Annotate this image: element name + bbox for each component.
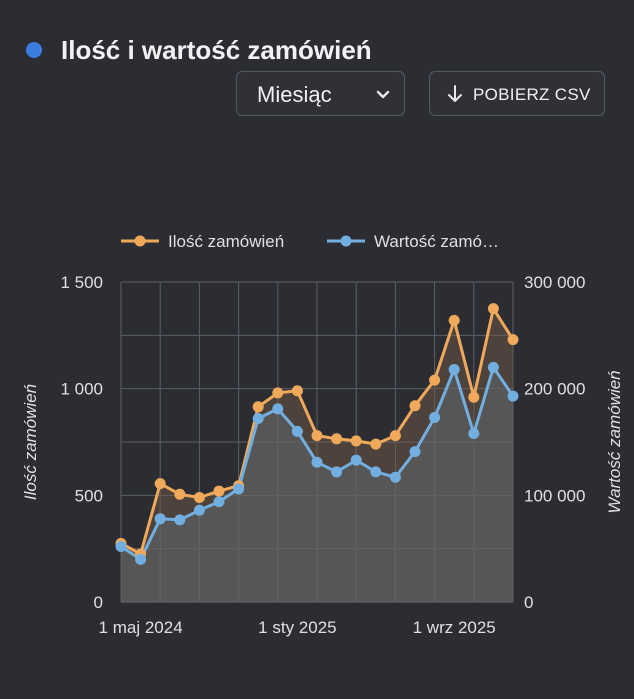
series-areas bbox=[121, 308, 513, 602]
data-point-value bbox=[135, 553, 147, 565]
chart-header: Ilość i wartość zamówień Miesiąc POBIERZ… bbox=[0, 0, 634, 130]
data-point-orders bbox=[174, 488, 186, 500]
data-point-value bbox=[507, 390, 519, 402]
y-right-tick-label: 300 000 bbox=[524, 273, 585, 292]
legend-marker-value bbox=[340, 235, 352, 247]
download-csv-button[interactable]: POBIERZ CSV bbox=[429, 71, 605, 116]
y-left-tick-label: 0 bbox=[94, 593, 103, 612]
x-tick-label: 1 maj 2024 bbox=[99, 618, 183, 637]
data-point-orders bbox=[331, 433, 343, 445]
axis-labels: 0 500 1 000 1 500 0 100 000 200 000 300 000 1 ma… bbox=[21, 273, 624, 637]
data-point-value bbox=[350, 454, 362, 466]
data-point-value bbox=[311, 456, 323, 468]
y-right-tick-label: 0 bbox=[524, 593, 533, 612]
data-point-value bbox=[193, 504, 205, 516]
data-point-value bbox=[389, 471, 401, 483]
data-point-orders bbox=[291, 385, 303, 397]
data-point-value bbox=[409, 446, 421, 458]
data-point-orders bbox=[154, 478, 166, 490]
chart-title: Ilość i wartość zamówień bbox=[61, 35, 372, 65]
y-left-tick-label: 500 bbox=[75, 486, 103, 505]
y-right-axis-title: Wartość zamówień bbox=[605, 370, 624, 513]
data-point-value bbox=[115, 541, 127, 553]
x-tick-label: 1 wrz 2025 bbox=[413, 618, 496, 637]
chart-legend: Ilość zamówień Wartość zamó… bbox=[121, 232, 499, 251]
data-point-value bbox=[487, 361, 499, 373]
data-point-value bbox=[154, 513, 166, 525]
data-point-orders bbox=[448, 314, 460, 326]
data-point-orders bbox=[370, 438, 382, 450]
data-point-orders bbox=[468, 391, 480, 403]
period-select[interactable]: Miesiąc bbox=[236, 71, 405, 116]
data-point-value bbox=[272, 403, 284, 415]
series-points bbox=[115, 303, 519, 565]
y-left-tick-label: 1 500 bbox=[60, 273, 103, 292]
data-point-value bbox=[370, 466, 382, 478]
series-area-value bbox=[121, 367, 513, 602]
legend-label-value: Wartość zamó… bbox=[374, 232, 499, 251]
data-point-value bbox=[291, 425, 303, 437]
data-point-orders bbox=[487, 303, 499, 315]
data-point-orders bbox=[409, 400, 421, 412]
data-point-value bbox=[213, 496, 225, 508]
status-dot bbox=[26, 42, 42, 58]
download-csv-label: POBIERZ CSV bbox=[473, 85, 591, 104]
chevron-down-icon bbox=[376, 90, 390, 99]
y-right-tick-label: 200 000 bbox=[524, 380, 585, 399]
data-point-value bbox=[468, 427, 480, 439]
data-point-value bbox=[233, 483, 245, 495]
y-left-tick-label: 1 000 bbox=[60, 380, 103, 399]
orders-chart: 0 500 1 000 1 500 0 100 000 200 000 300 000 1 ma… bbox=[21, 232, 624, 637]
data-point-value bbox=[448, 363, 460, 375]
legend-marker-orders bbox=[134, 235, 146, 247]
data-point-orders bbox=[252, 401, 264, 413]
data-point-orders bbox=[213, 485, 225, 497]
legend-label-orders: Ilość zamówień bbox=[168, 232, 284, 251]
y-left-axis-title: Ilość zamówień bbox=[21, 384, 40, 500]
data-point-value bbox=[252, 413, 264, 425]
data-point-orders bbox=[429, 374, 441, 386]
x-tick-label: 1 sty 2025 bbox=[258, 618, 336, 637]
download-arrow-icon bbox=[448, 85, 462, 102]
data-point-value bbox=[331, 466, 343, 478]
data-point-value bbox=[174, 514, 186, 526]
data-point-value bbox=[429, 411, 441, 423]
data-point-orders bbox=[389, 430, 401, 442]
data-point-orders bbox=[272, 387, 284, 399]
y-right-tick-label: 100 000 bbox=[524, 486, 585, 505]
data-point-orders bbox=[311, 430, 323, 442]
data-point-orders bbox=[193, 491, 205, 503]
data-point-orders bbox=[350, 435, 362, 447]
period-select-value: Miesiąc bbox=[257, 82, 332, 107]
data-point-orders bbox=[507, 334, 519, 346]
